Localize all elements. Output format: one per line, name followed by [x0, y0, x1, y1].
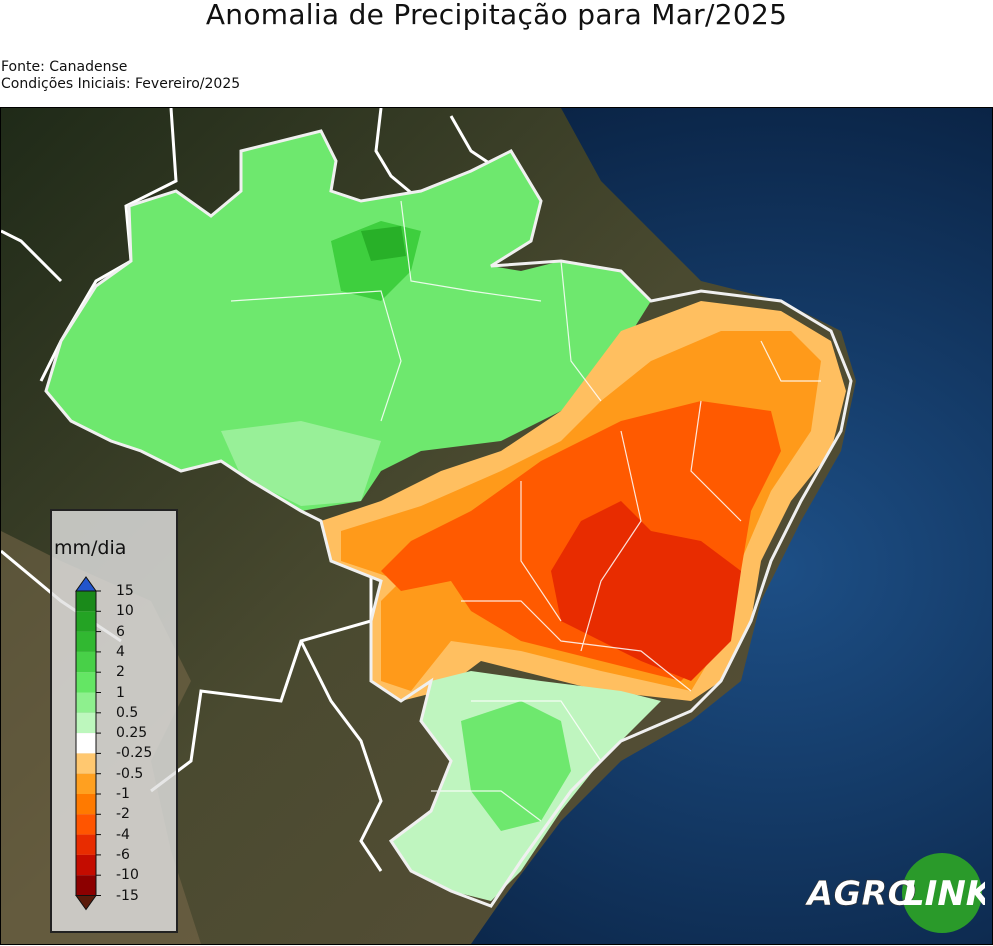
legend-tick-label: 1 — [116, 684, 125, 701]
legend-unit: mm/dia — [54, 537, 127, 559]
legend-tick-label: 15 — [116, 583, 134, 599]
legend-tick-label: -6 — [116, 846, 130, 863]
legend-tick-label: -0.25 — [116, 745, 153, 762]
legend-tick-label: -15 — [116, 887, 139, 904]
legend-tick-label: 0.5 — [116, 704, 139, 721]
colorbar-segment — [76, 854, 96, 876]
legend-tick-label: 2 — [116, 664, 125, 681]
colorbar-segment — [76, 834, 96, 855]
brazil-south-mid — [461, 701, 571, 831]
colorbar-segment — [76, 733, 96, 754]
brazil-north-darkest — [361, 226, 406, 261]
legend-tick-label: -10 — [116, 867, 139, 884]
colorbar-segment — [76, 814, 96, 835]
colorbar-segment — [76, 773, 96, 794]
legend-tick-label: 0.25 — [116, 725, 148, 742]
colorbar-segment — [76, 672, 96, 693]
legend-tick-label: -0.5 — [116, 765, 144, 782]
colorbar-segment — [76, 611, 96, 632]
legend-tick-label: 4 — [116, 643, 125, 660]
colorbar-segment — [76, 712, 96, 734]
colorbar-segment — [76, 692, 96, 713]
brazil-north-light — [221, 421, 381, 506]
state-borders — [230, 200, 821, 822]
brazil-central-negative-severe — [551, 501, 741, 681]
agrolink-logo: AGRO LINK — [805, 853, 985, 933]
source-label: Fonte: Canadense — [1, 59, 128, 75]
legend-tick-label: 10 — [116, 603, 134, 620]
legend-tick-label: -1 — [116, 786, 130, 802]
brazil-border — [44, 129, 853, 908]
legend-tick-label: -4 — [116, 826, 130, 843]
colorbar-segment — [76, 794, 96, 815]
brazil-north-positive — [46, 131, 651, 511]
logo-text-right: LINK — [903, 874, 985, 914]
initial-conditions-label: Condições Iniciais: Fevereiro/2025 — [1, 76, 241, 92]
legend-tick-label: -2 — [116, 806, 130, 823]
colorbar-segment — [76, 651, 96, 673]
colorbar-top-arrow — [75, 576, 97, 592]
colorbar-bottom-arrow — [75, 895, 97, 911]
colorbar-segment — [76, 591, 96, 612]
colorbar-legend: mm/dia 15 10 6 4 2 1 0.5 0.25 -0.25 -0.5 -1 -2 -4 -6 -… — [50, 509, 178, 933]
legend-tick-label: 6 — [116, 623, 125, 640]
colorbar — [75, 576, 101, 911]
colorbar-segment — [76, 753, 96, 774]
logo-text-left: AGRO — [805, 874, 916, 914]
logo-circle — [902, 853, 982, 933]
map-title: Anomalia de Precipitação para Mar/2025 — [205, 0, 788, 31]
colorbar-segment — [76, 875, 96, 896]
colorbar-segment — [76, 631, 96, 652]
colorbar-outline — [75, 590, 97, 896]
